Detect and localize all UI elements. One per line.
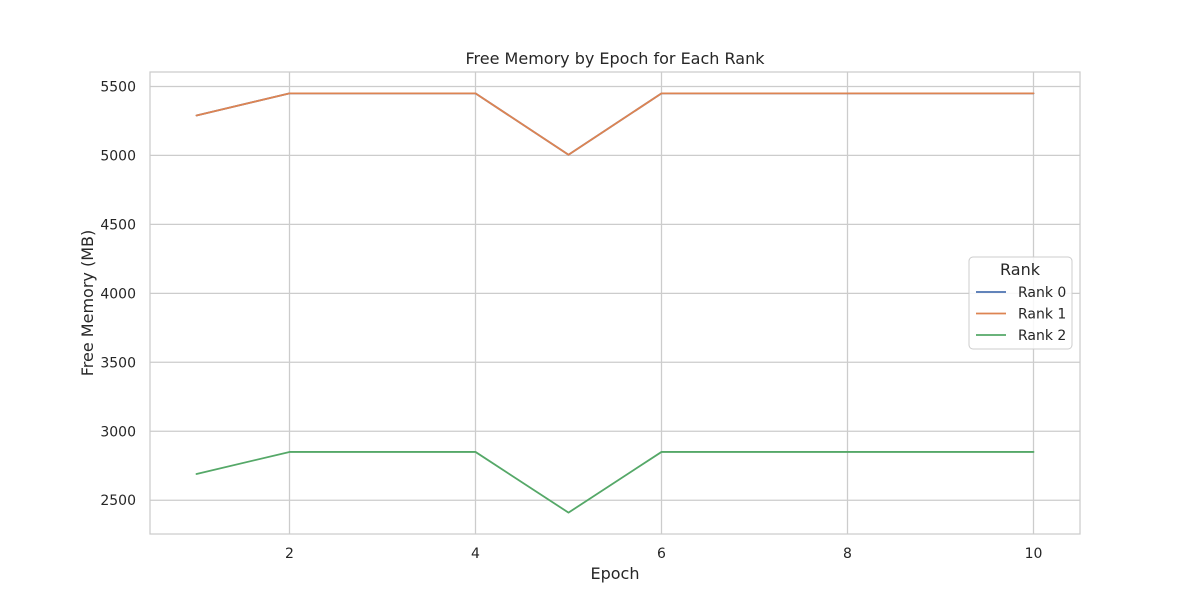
y-tick-label: 2500 — [100, 493, 136, 509]
y-tick-label: 5500 — [100, 79, 136, 95]
legend: Rank Rank 0 Rank 1 Rank 2 — [968, 256, 1073, 350]
series-line-rank-1 — [195, 92, 1035, 156]
y-tick-label: 4500 — [100, 217, 136, 233]
x-tick-label: 10 — [1025, 546, 1043, 562]
y-tick-labels: 2500 3000 3500 4000 4500 5000 5500 — [100, 79, 136, 509]
x-tick-labels: 2 4 6 8 10 — [285, 546, 1042, 562]
legend-entries: Rank 0 Rank 1 Rank 2 — [976, 285, 1066, 344]
plot-frame — [149, 71, 1081, 535]
series-lines — [195, 92, 1035, 514]
chart-title: Free Memory by Epoch for Each Rank — [466, 49, 766, 68]
y-axis-title: Free Memory (MB) — [78, 230, 97, 376]
x-tick-label: 8 — [843, 546, 852, 562]
x-tick-label: 4 — [471, 546, 480, 562]
y-tick-label: 3500 — [100, 355, 136, 371]
legend-label: Rank 2 — [1018, 328, 1066, 344]
y-tick-label: 3000 — [100, 424, 136, 440]
x-tick-label: 2 — [285, 546, 294, 562]
grid — [150, 72, 1080, 534]
legend-label: Rank 0 — [1018, 285, 1066, 301]
legend-title: Rank — [1000, 260, 1041, 279]
series-line-rank-2 — [195, 451, 1035, 514]
x-tick-label: 6 — [657, 546, 666, 562]
y-tick-label: 4000 — [100, 286, 136, 302]
legend-box — [968, 256, 1073, 350]
y-tick-label: 5000 — [100, 148, 136, 164]
x-axis-title: Epoch — [591, 564, 640, 583]
legend-label: Rank 1 — [1018, 307, 1066, 323]
